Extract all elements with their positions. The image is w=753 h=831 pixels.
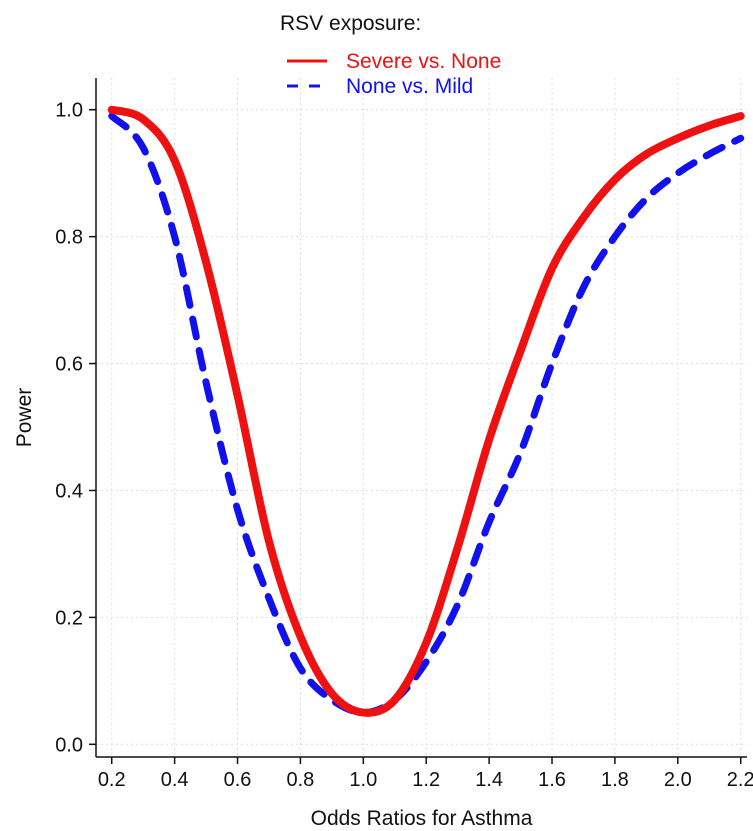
legend-title: RSV exposure: (280, 12, 421, 35)
x-tick-label-4: 1.0 (349, 769, 377, 791)
series-line-none-vs-mild (108, 112, 745, 717)
y-tick-label-1: 0.2 (55, 607, 83, 629)
x-axis-ticks: 0.2 0.4 0.6 0.8 1.0 1.2 1.4 1.6 1.8 2.0 2.2 (98, 757, 753, 791)
legend-label-1: None vs. Mild (346, 75, 473, 98)
x-tick-label-3: 0.8 (287, 769, 315, 791)
y-tick-label-2: 0.4 (55, 480, 83, 502)
x-tick-label-0: 0.2 (98, 769, 126, 791)
x-tick-label-6: 1.4 (475, 769, 503, 791)
x-tick-label-10: 2.2 (727, 769, 753, 791)
x-tick-label-7: 1.6 (538, 769, 566, 791)
legend-label-0: Severe vs. None (346, 50, 501, 73)
axes (95, 78, 747, 758)
x-tick-label-9: 2.0 (664, 769, 692, 791)
y-axis-ticks: 0.0 0.2 0.4 0.6 0.8 1.0 (55, 100, 96, 756)
x-tick-label-1: 0.4 (161, 769, 189, 791)
x-axis-title: Odds Ratios for Asthma (311, 807, 533, 830)
x-tick-label-8: 1.8 (601, 769, 629, 791)
y-tick-label-0: 0.0 (55, 734, 83, 756)
x-tick-label-2: 0.6 (224, 769, 252, 791)
y-tick-label-5: 1.0 (55, 100, 83, 122)
series-lines (107, 105, 745, 717)
y-tick-label-3: 0.6 (55, 354, 83, 376)
y-axis-title: Power (13, 388, 36, 448)
series-line-severe-vs-none (107, 105, 745, 717)
x-tick-label-5: 1.2 (412, 769, 440, 791)
y-tick-label-4: 0.8 (55, 227, 83, 249)
